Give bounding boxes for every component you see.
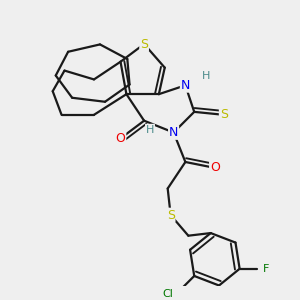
Text: F: F xyxy=(263,264,269,274)
Text: Cl: Cl xyxy=(162,289,173,299)
Text: O: O xyxy=(116,132,125,145)
Text: S: S xyxy=(140,38,148,51)
Text: H: H xyxy=(202,71,210,82)
Text: S: S xyxy=(220,108,228,121)
Text: O: O xyxy=(210,161,220,174)
Text: S: S xyxy=(167,208,175,222)
Text: H: H xyxy=(146,124,154,135)
Text: N: N xyxy=(181,79,190,92)
Text: N: N xyxy=(169,126,178,139)
